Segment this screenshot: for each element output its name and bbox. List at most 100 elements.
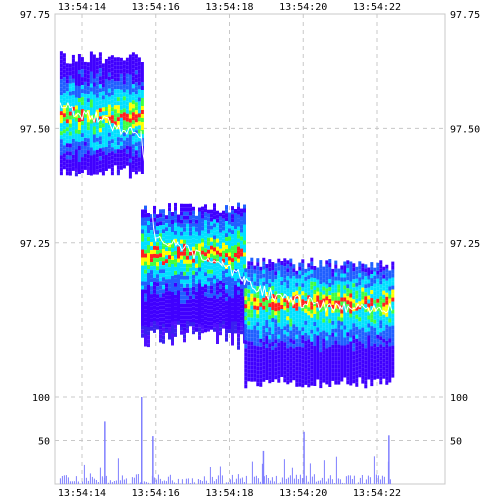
depth-cell <box>301 371 305 376</box>
depth-cell <box>388 310 392 315</box>
depth-cell <box>77 142 81 146</box>
depth-cell <box>244 376 248 381</box>
depth-cell <box>116 165 120 170</box>
depth-cell <box>358 277 362 282</box>
depth-cell <box>247 373 251 378</box>
depth-cell <box>325 372 329 377</box>
depth-cell <box>355 318 359 323</box>
depth-cell <box>222 294 225 299</box>
depth-cell <box>89 171 93 176</box>
depth-cell-deep <box>168 327 171 332</box>
depth-cell <box>388 374 392 379</box>
depth-cell <box>304 280 308 285</box>
depth-cell <box>122 124 126 129</box>
depth-cell <box>216 218 219 223</box>
depth-cell-deep <box>165 328 168 333</box>
depth-cell <box>349 265 353 270</box>
depth-cell <box>240 264 243 269</box>
depth-cell <box>274 315 278 320</box>
depth-cell <box>59 163 63 168</box>
depth-cell-deep <box>180 326 183 331</box>
depth-cell <box>343 325 347 330</box>
depth-cell <box>219 284 222 289</box>
depth-cell <box>382 350 386 355</box>
depth-cell <box>207 261 210 266</box>
depth-cell <box>210 245 213 250</box>
depth-cell <box>186 215 189 220</box>
depth-cell <box>189 279 192 284</box>
depth-cell <box>131 152 135 157</box>
depth-cell <box>274 335 278 340</box>
depth-cell <box>159 209 162 214</box>
depth-cell <box>265 276 269 280</box>
depth-cell <box>92 78 96 83</box>
depth-cell-deep <box>231 329 234 334</box>
depth-cell <box>313 358 317 362</box>
depth-cell <box>198 215 201 220</box>
depth-cell <box>271 314 275 318</box>
depth-cell <box>313 362 317 366</box>
depth-cell <box>71 150 75 155</box>
depth-cell <box>352 327 356 332</box>
depth-cell <box>262 349 266 354</box>
depth-cell <box>253 333 257 338</box>
depth-cell <box>262 345 266 350</box>
depth-cell <box>225 325 228 330</box>
depth-cell <box>216 238 219 243</box>
depth-cell <box>367 267 371 272</box>
depth-cell <box>373 339 377 344</box>
depth-cell <box>228 244 231 249</box>
depth-cell <box>119 109 123 114</box>
depth-cell <box>68 107 72 112</box>
depth-cell <box>244 296 248 301</box>
depth-cell <box>277 270 281 275</box>
depth-cell <box>337 296 341 301</box>
depth-cell <box>289 306 293 311</box>
depth-cell <box>201 262 204 267</box>
depth-cell <box>277 362 281 367</box>
depth-cell <box>373 375 377 380</box>
depth-cell <box>262 377 266 382</box>
depth-cell-deep <box>234 321 237 326</box>
depth-cell-deep <box>192 326 195 331</box>
depth-cell <box>346 296 350 301</box>
depth-cell <box>319 328 323 333</box>
volume-bar <box>177 478 179 484</box>
depth-cell <box>280 269 284 273</box>
depth-cell <box>244 272 248 277</box>
volume-tick-label-right: 50 <box>450 437 462 448</box>
depth-cell <box>125 121 129 126</box>
depth-cell <box>340 277 344 282</box>
depth-cell <box>361 275 365 280</box>
depth-cell <box>240 288 243 293</box>
depth-cell <box>74 89 78 94</box>
depth-cell <box>265 292 269 296</box>
depth-cell <box>298 314 302 319</box>
depth-cell <box>180 283 183 288</box>
depth-cell <box>370 382 374 387</box>
depth-cell <box>283 374 287 379</box>
depth-cell <box>222 298 225 303</box>
depth-cell <box>247 349 251 354</box>
depth-cell <box>171 280 174 284</box>
depth-cell <box>59 135 63 140</box>
depth-cell <box>168 311 171 316</box>
depth-cell <box>156 318 159 323</box>
depth-cell <box>110 59 114 64</box>
depth-cell <box>361 351 365 356</box>
depth-cell-deep <box>216 332 219 336</box>
depth-cell <box>391 369 395 374</box>
depth-cell <box>110 99 114 104</box>
depth-cell <box>319 324 323 329</box>
depth-cell <box>319 352 323 357</box>
x-tick-label-top: 13:54:20 <box>279 2 327 13</box>
depth-cell <box>68 115 72 120</box>
depth-cell <box>385 324 389 329</box>
depth-cell <box>289 374 293 379</box>
depth-cell <box>222 314 225 319</box>
depth-cell <box>243 204 246 209</box>
depth-cell <box>346 352 350 357</box>
depth-cell-deep <box>177 320 180 325</box>
depth-cell <box>183 231 186 236</box>
depth-cell <box>259 298 263 303</box>
